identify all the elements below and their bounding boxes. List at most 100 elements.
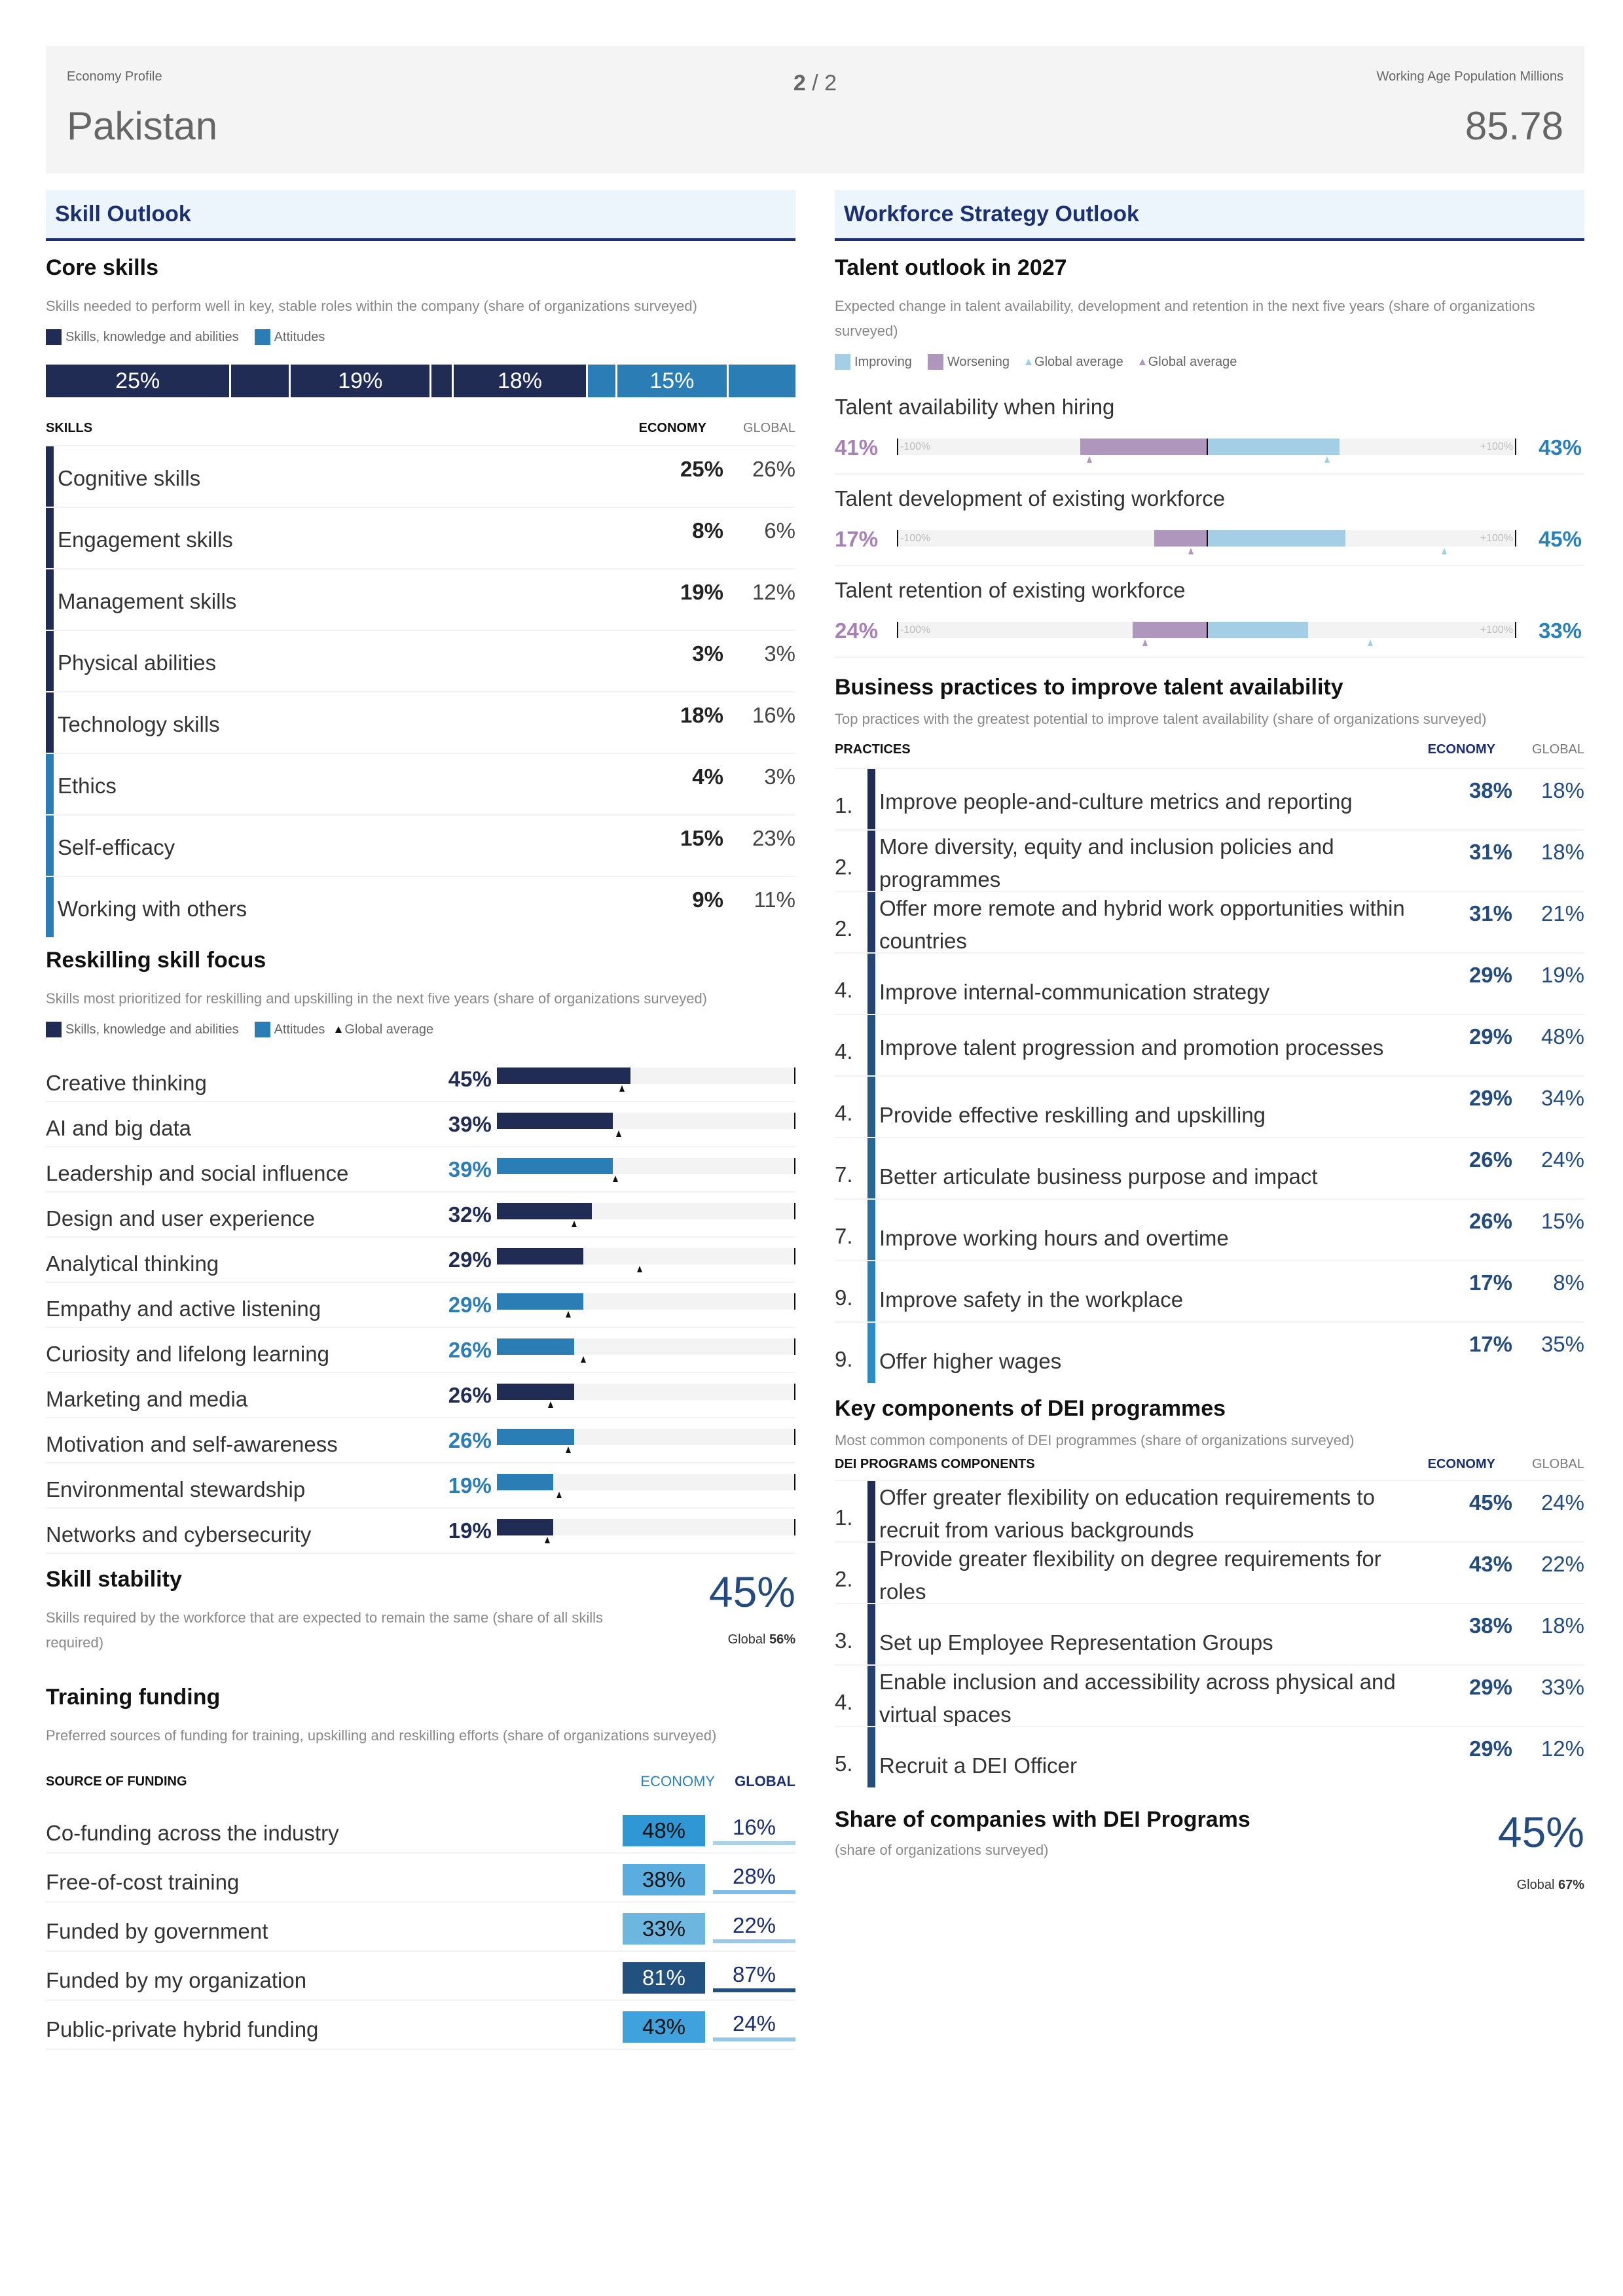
global-value: 23% [752,826,795,850]
dei-title: Key components of DEI programmes [835,1396,1226,1421]
global-value: 34% [1541,1086,1584,1110]
legend-swatch-skills [46,1022,62,1037]
global-value: 56% [769,1632,795,1647]
economy-profile-label: Economy Profile [67,69,162,84]
skill-label: Networks and cybersecurity [46,1522,312,1547]
row-label: Enable inclusion and accessibility acros… [879,1670,1396,1727]
funding-source-label: Co-funding across the industry [46,1820,339,1845]
economy-value: 25% [680,457,723,481]
col-global: GLOBAL [742,421,795,435]
improving-bar [1207,530,1345,547]
skill-label: Physical abilities [58,651,217,675]
zero-line [1207,622,1208,638]
table-row: Self-efficacy 15% 23% [46,814,795,876]
category-accent-bar [46,569,54,630]
core-skills-legend: Skills, knowledge and abilities Attitude… [46,329,795,345]
practices-table: 1. Improve people-and-culture metrics and… [835,768,1584,1383]
rank-number: 9. [835,1285,853,1310]
dei-share-value: 45% [1497,1808,1584,1856]
funding-source-label: Funded by my organization [46,1967,307,1992]
bar-fill [496,1519,554,1535]
legend-global-worsening: Global average [1139,355,1237,370]
global-value: 24% [1541,1490,1584,1515]
rank-accent-bar [867,1138,875,1198]
skill-label: Working with others [58,897,247,921]
category-accent-bar [46,877,54,937]
skill-label: Curiosity and lifelong learning [46,1341,329,1366]
talent-outlook-title: Talent outlook in 2027 [835,255,1067,280]
rank-number: 4. [835,978,853,1002]
rank-accent-bar [867,1481,875,1541]
value-label: 26% [448,1337,492,1362]
dei-table: 1. Offer greater flexibility on education… [835,1480,1584,1787]
skill-label: Self-efficacy [58,835,175,859]
global-underline [713,2037,795,2041]
row-label: Set up Employee Representation Groups [879,1630,1273,1655]
legend-skills: Skills, knowledge and abilities [46,1022,239,1037]
global-value: 12% [752,580,795,604]
value-label: 39% [448,1111,492,1136]
talent-legend: Improving Worsening Global average Globa… [835,354,1584,370]
rank-number: 4. [835,1690,853,1714]
global-value: 26% [752,457,795,481]
category-accent-bar [46,446,54,507]
bar-fill [496,1429,574,1445]
funding-row: Free-of-cost training 38% 28% [46,1854,795,1903]
col-economy: ECONOMY [638,421,706,435]
economy-value: 38% [1468,1613,1512,1638]
global-improving-marker [1367,639,1373,646]
rank-number: 4. [835,1101,853,1125]
global-cell: 87% [713,1962,795,1994]
table-row: 4. Improve internal-communication strateg… [835,952,1584,1014]
economy-value: 26% [1468,1147,1512,1172]
reskilling-subtitle: Skills most prioritized for reskilling a… [46,990,708,1007]
talent-label: Talent development of existing workforce [835,486,1226,511]
global-cell: 24% [713,2011,795,2043]
global-cell: 28% [713,1864,795,1895]
skill-label: Motivation and self-awareness [46,1431,338,1456]
global-value: 18% [1541,840,1584,864]
stack-segment [587,365,617,397]
legend-skills: Skills, knowledge and abilities [46,329,239,345]
legend-label: Attitudes [274,1022,325,1037]
table-row: 5. Recruit a DEI Officer 29% 12% [835,1726,1584,1787]
row-label: Improve working hours and overtime [879,1226,1229,1250]
skill-label: Design and user experience [46,1206,315,1230]
table-row: Engagement skills 8% 6% [46,507,795,568]
rank-number: 9. [835,1347,853,1371]
value-label: 26% [448,1382,492,1407]
rank-number: 7. [835,1162,853,1187]
economy-value: 18% [680,703,723,727]
worsening-bar [1132,622,1207,638]
row-label: Improve safety in the workplace [879,1287,1184,1312]
workforce-heading: Workforce Strategy Outlook [835,190,1584,241]
global-average-marker [556,1492,562,1498]
value-label: 32% [448,1202,492,1227]
core-skills-title: Core skills [46,255,158,280]
rank-accent-bar [867,1666,875,1726]
skill-outlook-heading: Skill Outlook [46,190,795,241]
reskilling-row: Empathy and active listening 29% [46,1283,796,1328]
skill-label: Empathy and active listening [46,1296,321,1321]
global-value: 48% [1541,1024,1584,1049]
funding-source-label: Funded by government [46,1918,268,1943]
improving-value: 43% [1538,435,1582,459]
economy-value: 33% [623,1912,705,1945]
worsening-value: 24% [835,619,879,643]
bar-track [496,1429,796,1453]
global-average-marker [616,1130,622,1137]
reskilling-row: AI and big data 39% [46,1102,796,1147]
table-row: 2. More diversity, equity and inclusion p… [835,829,1584,891]
talent-label: Talent availability when hiring [835,395,1115,419]
table-row: 4. Improve talent progression and promoti… [835,1014,1584,1075]
axis-max-label: +100% [1480,624,1513,636]
table-row: Technology skills 18% 16% [46,691,795,753]
axis-max-label: +100% [1480,441,1513,452]
rank-number: 2. [835,916,853,941]
global-value: 19% [1541,963,1584,987]
col-dei-components: DEI PROGRAMS COMPONENTS [835,1457,1035,1471]
rank-number: 1. [835,1505,853,1530]
bar-fill [496,1158,613,1174]
dei-share-title: Share of companies with DEI Programs [835,1807,1250,1832]
economy-value: 3% [692,641,723,666]
